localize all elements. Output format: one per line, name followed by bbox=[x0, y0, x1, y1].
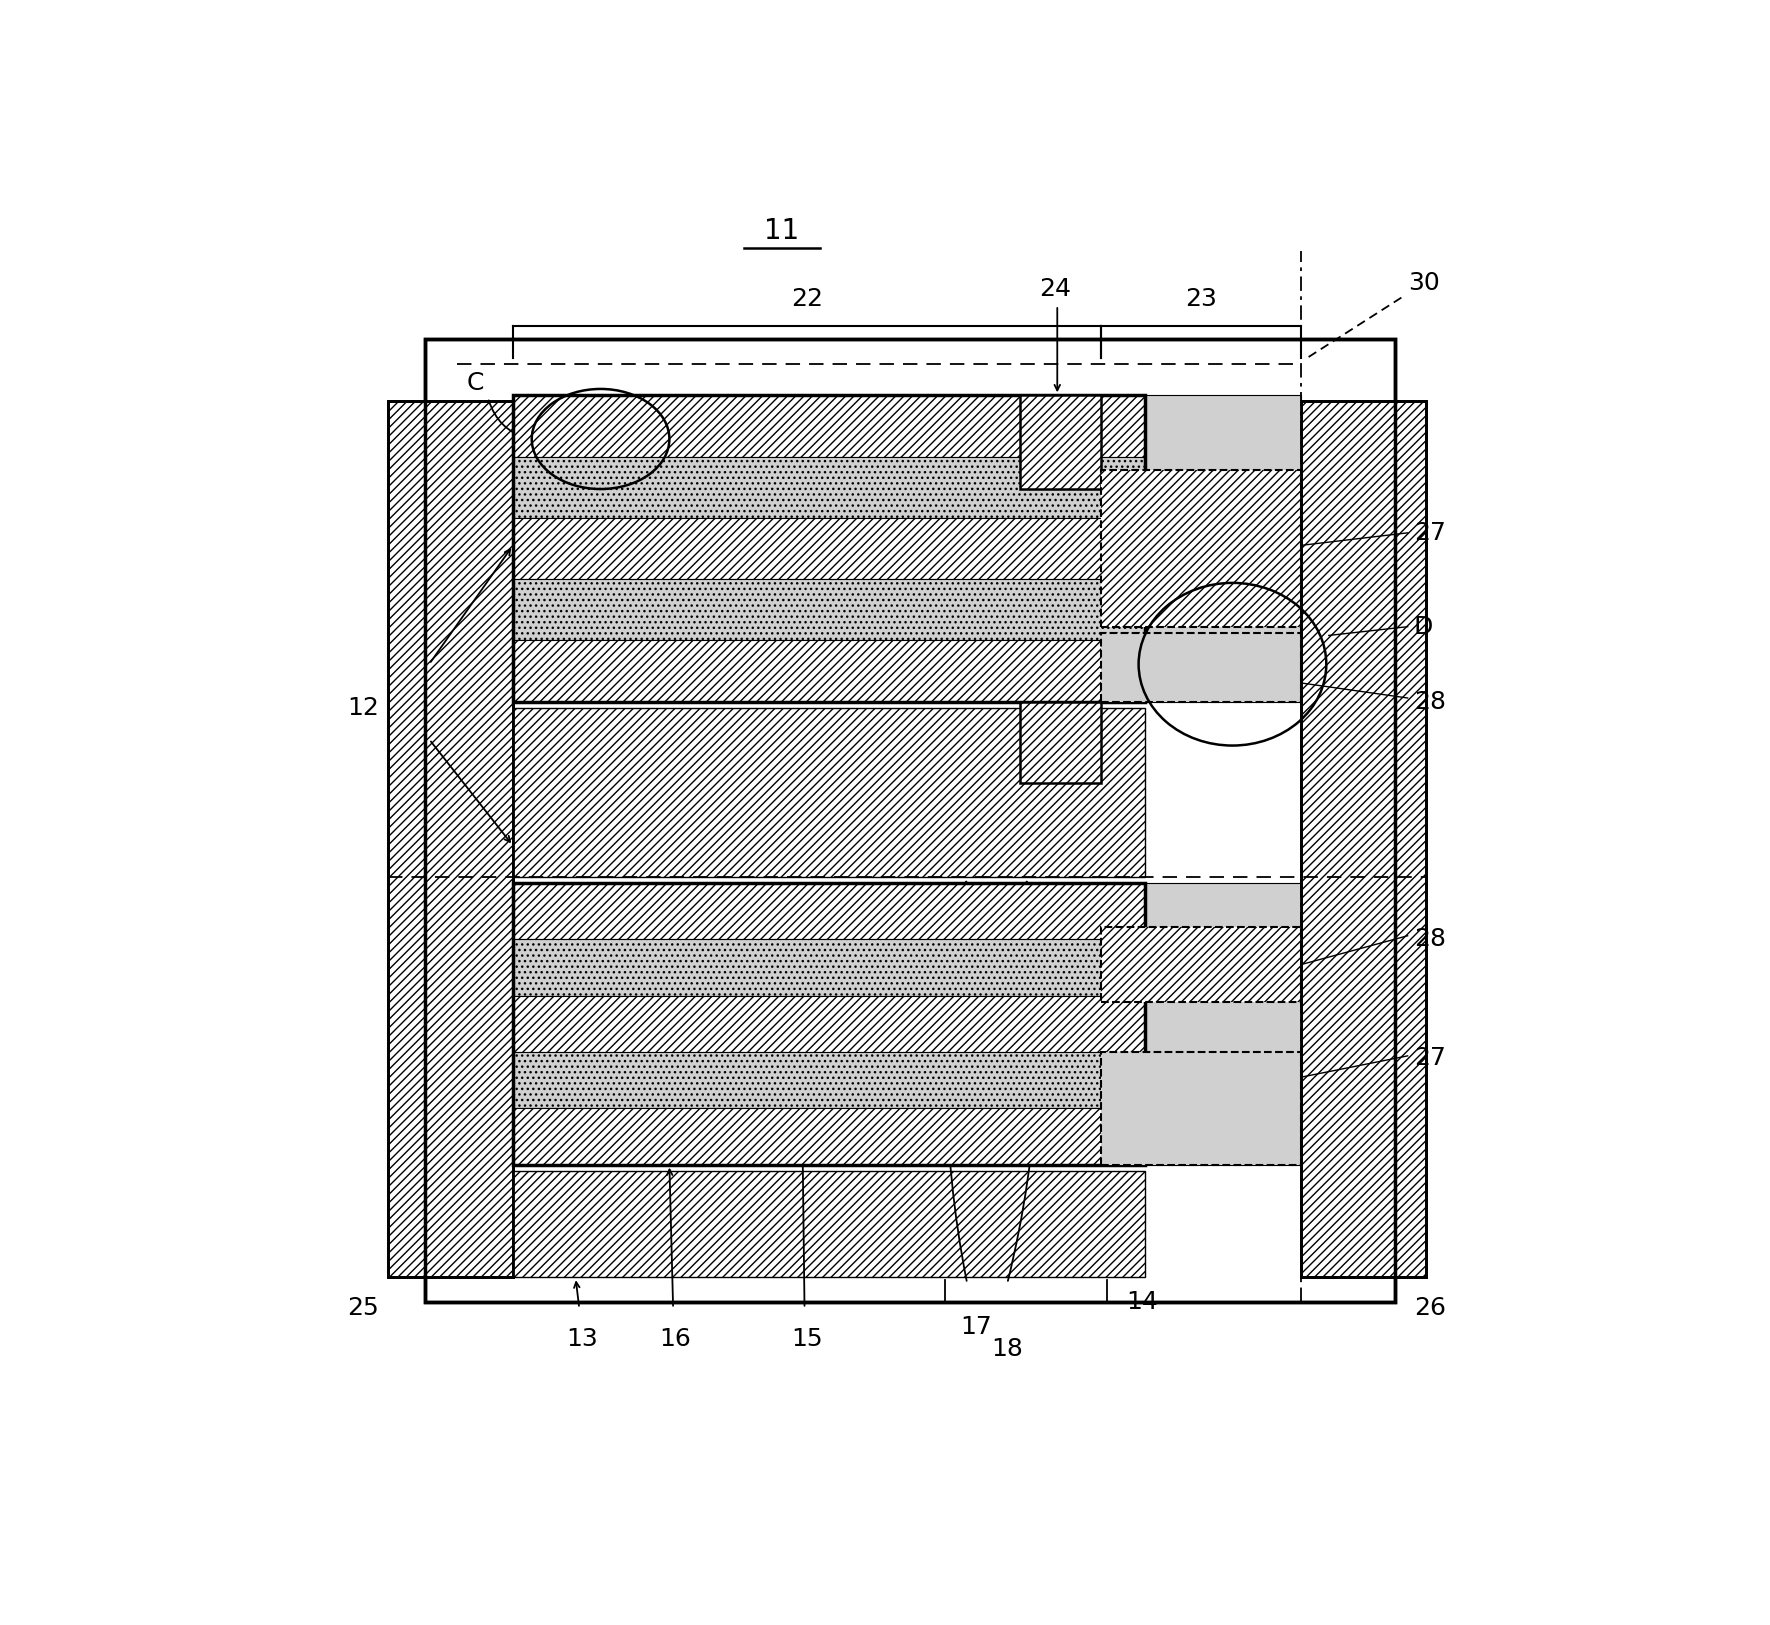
Text: 18: 18 bbox=[991, 1337, 1023, 1362]
Bar bbox=[425, 340, 1395, 1302]
Bar bbox=[1101, 395, 1301, 702]
Bar bbox=[513, 518, 1145, 578]
Bar bbox=[513, 939, 1145, 996]
Text: 28: 28 bbox=[1414, 689, 1446, 713]
Text: 16: 16 bbox=[660, 1328, 692, 1352]
Text: 15: 15 bbox=[791, 1328, 823, 1352]
Bar bbox=[1020, 702, 1101, 783]
Bar bbox=[513, 395, 1145, 457]
Bar bbox=[513, 996, 1145, 1051]
Bar bbox=[513, 640, 1145, 702]
Text: 12: 12 bbox=[347, 696, 379, 720]
Bar bbox=[513, 884, 1145, 1165]
Bar bbox=[513, 884, 1145, 939]
Text: 28: 28 bbox=[1414, 928, 1446, 952]
Bar bbox=[513, 578, 1145, 640]
Text: 27: 27 bbox=[1414, 1046, 1446, 1071]
Bar bbox=[1101, 470, 1301, 627]
Bar bbox=[513, 1051, 1145, 1108]
Bar bbox=[1101, 1051, 1301, 1165]
Bar bbox=[388, 401, 513, 1277]
Bar bbox=[1020, 395, 1101, 489]
Text: 23: 23 bbox=[1186, 288, 1218, 312]
Text: 22: 22 bbox=[791, 288, 823, 312]
Text: 30: 30 bbox=[1407, 271, 1439, 296]
Bar bbox=[513, 708, 1145, 878]
Bar bbox=[388, 401, 513, 1277]
Text: 24: 24 bbox=[1039, 278, 1071, 301]
Bar bbox=[513, 1172, 1145, 1277]
Bar bbox=[513, 395, 1145, 702]
Text: C: C bbox=[467, 370, 485, 395]
Text: 17: 17 bbox=[959, 1315, 991, 1339]
Bar bbox=[1101, 926, 1301, 1003]
Text: 11: 11 bbox=[765, 218, 800, 245]
Bar bbox=[1301, 401, 1427, 1277]
Text: 14: 14 bbox=[1126, 1290, 1158, 1315]
Bar bbox=[1301, 401, 1427, 1277]
Bar bbox=[513, 457, 1145, 518]
Bar bbox=[513, 1108, 1145, 1165]
Text: 13: 13 bbox=[566, 1328, 598, 1352]
Text: 27: 27 bbox=[1414, 522, 1446, 544]
Text: D: D bbox=[1414, 614, 1434, 639]
Text: 26: 26 bbox=[1414, 1297, 1446, 1320]
Bar bbox=[1101, 884, 1301, 1165]
Text: 25: 25 bbox=[347, 1297, 379, 1320]
Bar bbox=[425, 340, 1395, 1302]
Bar bbox=[1101, 632, 1301, 702]
